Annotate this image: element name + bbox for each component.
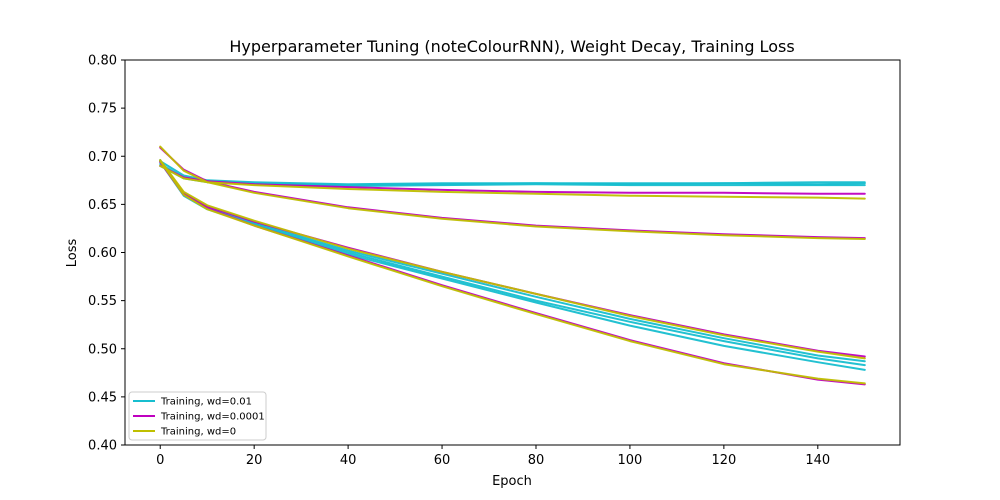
- x-tick-label: 140: [805, 453, 830, 468]
- y-tick-label: 0.70: [88, 150, 117, 165]
- series-line-13: [159, 159, 866, 360]
- y-tick-label: 0.60: [88, 246, 117, 261]
- legend: Training, wd=0.01 Training, wd=0.0001 Trai…: [128, 391, 267, 441]
- y-tick-label: 0.50: [88, 342, 117, 357]
- legend-label-1: Training, wd=0.0001: [160, 412, 265, 423]
- y-axis: 0.40 0.45 0.50 0.55 0.60 0.65 0.70 0.75 0.80: [88, 54, 125, 454]
- y-tick-label: 0.75: [88, 102, 117, 117]
- legend-box: [128, 391, 267, 441]
- y-axis-label: Loss: [65, 239, 80, 268]
- x-tick-label: 80: [528, 453, 545, 468]
- x-tick-label: 0: [156, 453, 164, 468]
- x-tick-label: 20: [246, 453, 263, 468]
- series-line-11: [159, 145, 866, 240]
- series-line-12: [159, 160, 866, 385]
- x-axis-label: Epoch: [492, 474, 532, 489]
- x-tick-label: 60: [434, 453, 451, 468]
- x-tick-label: 40: [340, 453, 357, 468]
- x-tick-label: 100: [618, 453, 643, 468]
- y-tick-label: 0.40: [88, 439, 117, 454]
- y-tick-label: 0.55: [88, 294, 117, 309]
- x-tick-label: 120: [711, 453, 736, 468]
- series-line-10: [159, 164, 866, 200]
- x-axis: 0 20 40 60 80 100 120 140: [156, 445, 830, 468]
- legend-label-2: Training, wd=0: [160, 427, 236, 438]
- y-tick-label: 0.65: [88, 198, 117, 213]
- chart-title: Hyperparameter Tuning (noteColourRNN), W…: [229, 37, 794, 56]
- series-layer: [159, 145, 866, 386]
- legend-label-0: Training, wd=0.01: [160, 397, 252, 408]
- y-tick-label: 0.80: [88, 54, 117, 69]
- y-tick-label: 0.45: [88, 390, 117, 405]
